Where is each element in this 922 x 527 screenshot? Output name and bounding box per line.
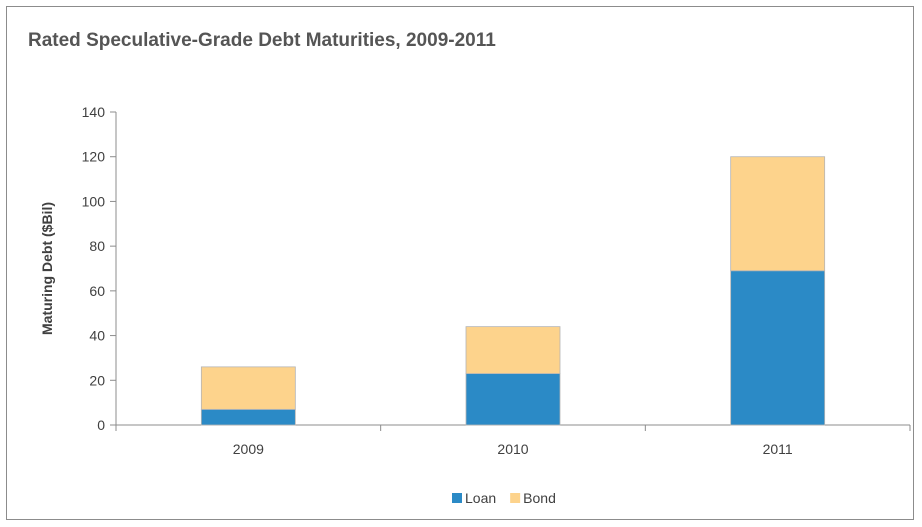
legend-swatch-bond [510,493,521,503]
bar-bond-2009 [200,366,296,410]
legend-label-loan: Loan [465,490,496,506]
x-tick-label: 2010 [497,441,528,457]
bar-loan-2010 [465,373,561,426]
y-tick-label: 60 [89,283,105,299]
y-tick-label: 40 [89,328,105,344]
y-axis-title: Maturing Debt ($Bil) [39,202,55,335]
bar-loan-2009 [200,408,296,426]
y-tick-label: 100 [82,193,106,209]
chart-title: Rated Speculative-Grade Debt Maturities,… [28,30,496,51]
legend-swatch-loan [452,493,462,503]
bar-bond-2011 [730,156,826,272]
y-tick-label: 20 [89,372,105,388]
y-tick-label: 140 [82,104,106,120]
y-tick-label: 80 [89,238,105,254]
bar-bond-2010 [465,326,561,374]
bar-loan-2011 [730,270,826,426]
x-tick-label: 2011 [763,441,793,457]
y-tick-label: 120 [82,149,106,165]
legend-label-bond: Bond [523,490,556,506]
x-tick-label: 2009 [233,441,264,457]
y-tick-label: 0 [97,417,105,433]
